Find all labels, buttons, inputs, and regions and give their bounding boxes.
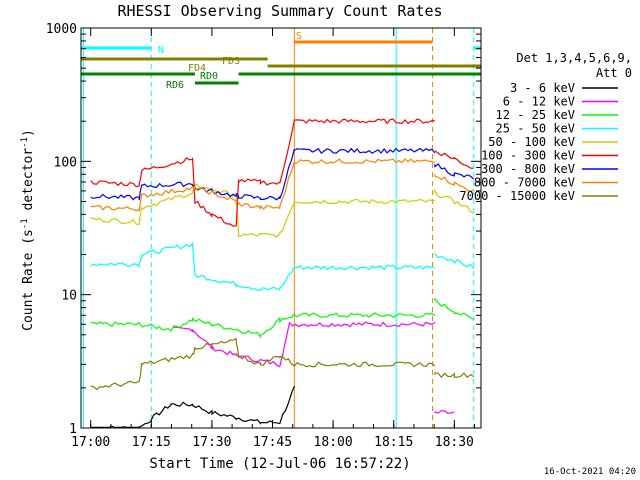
plot-area (82, 28, 475, 429)
x-axis-label: Start Time (12-Jul-06 16:57:22) (149, 456, 410, 472)
timestamp: 16-Oct-2021 04:20 (544, 467, 636, 477)
legend-header-line-2: Att 0 (596, 66, 632, 80)
flag-label-fd3: FD3 (222, 56, 240, 67)
series-line-4 (90, 183, 474, 239)
y-tick-label-0: 1 (69, 422, 77, 437)
plot-frame (80, 27, 482, 429)
y-tick-label-1: 10 (61, 289, 77, 304)
series-line-6 (90, 147, 475, 201)
x-tick-label-2: 17:30 (192, 435, 231, 450)
x-tick-label-0: 17:00 (71, 435, 110, 450)
y-tick-label-2: 100 (54, 155, 77, 170)
flag-label-fd4: FD4 (188, 63, 206, 74)
x-tick-label-1: 17:15 (132, 435, 171, 450)
x-tick-label-5: 18:15 (374, 435, 413, 450)
y-axis-label: Count Rate (s-1 detector-1) (20, 129, 36, 331)
legend-label-7: 800 - 7000 keV (474, 176, 575, 190)
series-line-3 (90, 241, 475, 292)
x-tick-label-6: 18:30 (435, 435, 474, 450)
legend-label-8: 7000 - 15000 keV (459, 189, 575, 203)
legend-label-4: 50 - 100 keV (488, 135, 575, 149)
flag-label-n: N (158, 45, 164, 56)
series-line-5 (90, 118, 474, 227)
chart-title: RHESSI Observing Summary Count Rates (117, 2, 442, 20)
axes: 17:00 17:15 17:30 17:45 18:00 18:15 18:30 1 10 10… (46, 22, 482, 450)
flag-label-rd0: RD0 (200, 71, 218, 82)
series-line-2 (90, 297, 474, 339)
series-line-8 (90, 337, 475, 391)
series-line-0 (90, 385, 295, 429)
flag-label-s: S (296, 31, 302, 42)
series-line-7 (90, 158, 474, 212)
x-tick-label-4: 18:00 (314, 435, 353, 450)
legend-label-0: 3 - 6 keV (510, 81, 575, 95)
legend-label-1: 6 - 12 keV (503, 95, 575, 109)
x-tick-label-3: 17:45 (253, 435, 292, 450)
legend-header-line-1: Det 1,3,4,5,6,9, (516, 51, 632, 65)
legend-label-5: 100 - 300 keV (481, 149, 575, 163)
series-line-1 (173, 321, 455, 414)
flag-label-rd6: RD6 (166, 80, 184, 91)
legend-label-3: 25 - 50 keV (496, 122, 575, 136)
legend-label-2: 12 - 25 keV (496, 108, 575, 122)
legend-label-6: 300 - 800 keV (481, 162, 575, 176)
y-tick-label-3: 1000 (46, 22, 77, 37)
